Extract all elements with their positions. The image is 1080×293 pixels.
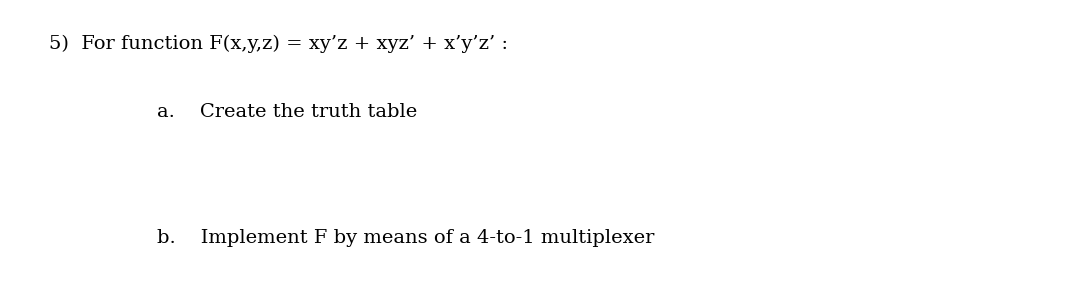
Text: a.    Create the truth table: a. Create the truth table bbox=[157, 103, 417, 120]
Text: b.    Implement F by means of a 4-to-1 multiplexer: b. Implement F by means of a 4-to-1 mult… bbox=[157, 229, 654, 246]
Text: 5)  For function F(x,y,z) = xy’z + xyz’ + x’y’z’ :: 5) For function F(x,y,z) = xy’z + xyz’ +… bbox=[49, 35, 508, 53]
